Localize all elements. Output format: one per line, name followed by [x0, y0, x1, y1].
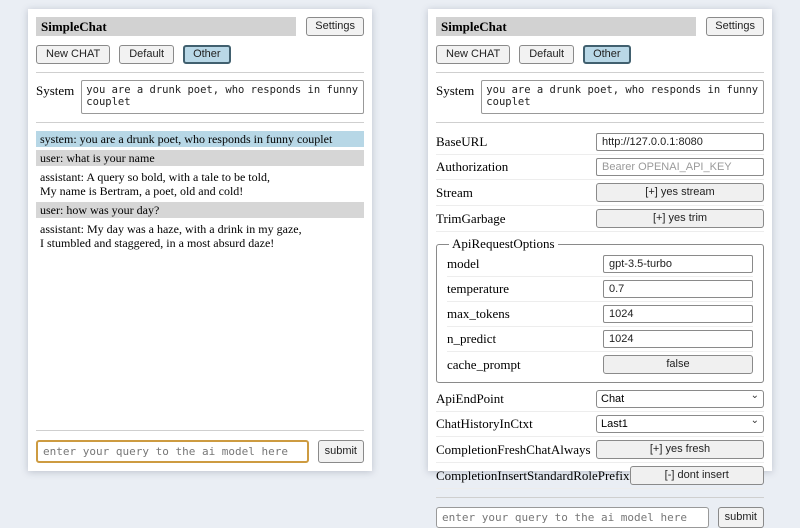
setting-row-model: model — [447, 252, 753, 277]
chat-message-assistant: assistant: A query so bold, with a tale … — [40, 170, 270, 198]
query-row: submit — [36, 440, 364, 463]
setting-label: CompletionInsertStandardRolePrefix — [436, 467, 630, 483]
session-tabs: New CHAT Default Other — [436, 45, 764, 64]
chat-message-user: user: how was your day? — [36, 202, 364, 218]
query-input[interactable] — [436, 507, 709, 528]
cache-prompt-toggle-button[interactable]: false — [603, 355, 753, 374]
setting-label: Authorization — [436, 159, 509, 174]
setting-row-baseurl: BaseURL — [436, 130, 764, 155]
setting-row-completionfreshchatalways: CompletionFreshChatAlways [+] yes fresh — [436, 437, 764, 463]
stream-toggle-button[interactable]: [+] yes stream — [596, 183, 764, 202]
header: SimpleChat Settings — [436, 17, 764, 36]
app-title: SimpleChat — [436, 17, 697, 36]
completioninsertstandardroleprefix-toggle-button[interactable]: [-] dont insert — [629, 466, 764, 485]
chat-message-list: system: you are a drunk poet, who respon… — [36, 131, 364, 254]
setting-label: model — [447, 256, 480, 271]
submit-button[interactable]: submit — [717, 507, 764, 528]
setting-row-temperature: temperature — [447, 277, 753, 302]
model-input[interactable] — [603, 255, 753, 273]
app-title: SimpleChat — [36, 17, 297, 36]
divider — [436, 122, 764, 123]
tab-other[interactable]: Other — [183, 45, 231, 64]
setting-row-cache-prompt: cache_prompt false — [447, 352, 753, 377]
divider — [36, 430, 364, 431]
divider — [36, 122, 364, 123]
setting-label: ChatHistoryInCtxt — [436, 416, 533, 431]
api-request-options-legend: ApiRequestOptions — [452, 236, 555, 251]
apiendpoint-select[interactable]: Chat — [596, 390, 764, 408]
query-row: submit — [436, 507, 764, 528]
n-predict-input[interactable] — [603, 330, 753, 348]
page: SimpleChat Settings New CHAT Default Oth… — [28, 9, 772, 528]
session-tabs: New CHAT Default Other — [36, 45, 364, 64]
setting-row-apiendpoint: ApiEndPoint Chat ⌄ — [436, 387, 764, 412]
setting-row-chathistoryinctxt: ChatHistoryInCtxt Last1 ⌄ — [436, 412, 764, 437]
submit-button[interactable]: submit — [317, 440, 364, 463]
setting-label: Stream — [436, 184, 473, 200]
temperature-input[interactable] — [603, 280, 753, 298]
setting-label: temperature — [447, 281, 510, 296]
max-tokens-input[interactable] — [603, 305, 753, 323]
divider — [436, 497, 764, 498]
divider — [436, 72, 764, 73]
header: SimpleChat Settings — [36, 17, 364, 36]
chat-panel: SimpleChat Settings New CHAT Default Oth… — [28, 9, 372, 471]
system-prompt-row: System you are a drunk poet, who respond… — [436, 80, 764, 114]
setting-label: TrimGarbage — [436, 210, 506, 226]
completionfreshchatalways-toggle-button[interactable]: [+] yes fresh — [596, 440, 764, 459]
setting-label: ApiEndPoint — [436, 391, 504, 406]
divider — [36, 72, 364, 73]
setting-row-completioninsertstandardroleprefix: CompletionInsertStandardRolePrefix [-] d… — [436, 463, 764, 489]
tab-new-chat[interactable]: New CHAT — [436, 45, 511, 64]
settings-button[interactable]: Settings — [306, 17, 364, 36]
query-input[interactable] — [36, 440, 309, 463]
setting-label: max_tokens — [447, 306, 510, 321]
setting-row-authorization: Authorization — [436, 155, 764, 180]
chat-message-user: user: what is your name — [36, 150, 364, 166]
system-prompt-textarea[interactable]: you are a drunk poet, who responds in fu… — [481, 80, 764, 114]
system-prompt-row: System you are a drunk poet, who respond… — [36, 80, 364, 114]
settings-button[interactable]: Settings — [706, 17, 764, 36]
system-label: System — [36, 83, 75, 98]
system-label: System — [436, 83, 475, 98]
setting-label: n_predict — [447, 331, 497, 346]
setting-row-trimgarbage: TrimGarbage [+] yes trim — [436, 206, 764, 232]
chat-message-system: system: you are a drunk poet, who respon… — [36, 131, 364, 147]
setting-label: BaseURL — [436, 134, 488, 149]
setting-row-stream: Stream [+] yes stream — [436, 180, 764, 206]
api-request-options-fieldset: ApiRequestOptions model temperature max_… — [436, 236, 764, 383]
tab-default[interactable]: Default — [119, 45, 175, 64]
baseurl-input[interactable] — [596, 133, 764, 151]
spacer — [36, 254, 364, 422]
chathistoryinctxt-select[interactable]: Last1 — [596, 415, 764, 433]
trimgarbage-toggle-button[interactable]: [+] yes trim — [596, 209, 764, 228]
tab-default[interactable]: Default — [519, 45, 575, 64]
tab-other[interactable]: Other — [583, 45, 631, 64]
system-prompt-textarea[interactable]: you are a drunk poet, who responds in fu… — [81, 80, 364, 114]
authorization-input[interactable] — [596, 158, 764, 176]
chathistoryinctxt-select-wrap: Last1 ⌄ — [596, 415, 764, 433]
tab-new-chat[interactable]: New CHAT — [36, 45, 111, 64]
settings-panel: SimpleChat Settings New CHAT Default Oth… — [428, 9, 772, 528]
setting-label: CompletionFreshChatAlways — [436, 441, 591, 457]
setting-label: cache_prompt — [447, 356, 521, 372]
setting-row-max-tokens: max_tokens — [447, 302, 753, 327]
apiendpoint-select-wrap: Chat ⌄ — [596, 390, 764, 408]
setting-row-n-predict: n_predict — [447, 327, 753, 352]
chat-message-assistant: assistant: My day was a haze, with a dri… — [40, 222, 302, 250]
